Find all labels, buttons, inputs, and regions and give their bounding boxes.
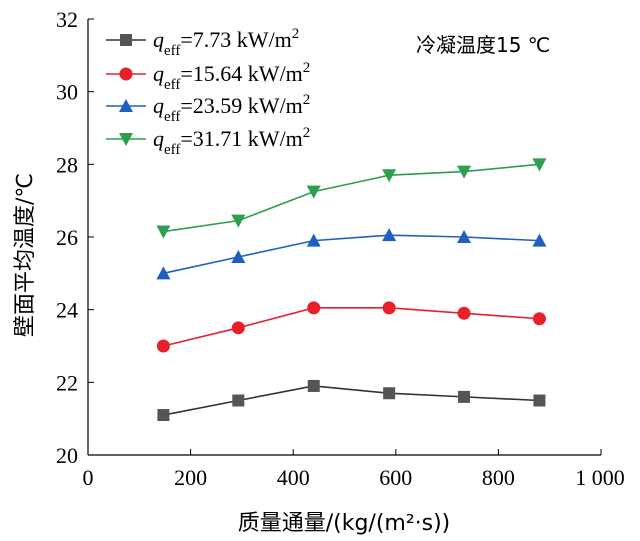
axes: 20 22 24 26 28 30 32 0 200 400 600 800 1 000 (56, 7, 625, 490)
data-point (458, 390, 471, 403)
legend-label: qeff=23.59 kW/m2 (153, 92, 310, 125)
data-point (231, 249, 246, 263)
y-tick-label: 28 (56, 152, 78, 177)
series-2 (156, 301, 546, 353)
series-line (163, 163, 540, 233)
y-tick-label: 26 (56, 225, 78, 250)
data-point (382, 228, 397, 242)
legend-label: qeff=7.73 kW/m2 (153, 26, 299, 59)
data-point (532, 312, 546, 326)
data-point (383, 387, 396, 400)
data-point (231, 321, 245, 335)
data-point (532, 158, 547, 172)
series-layer (156, 158, 547, 422)
data-point (382, 169, 397, 183)
data-point (307, 379, 320, 392)
series-line (163, 385, 540, 416)
data-point (232, 394, 245, 407)
data-point (231, 214, 246, 228)
data-point (457, 306, 471, 320)
legend-marker (119, 67, 133, 81)
data-point (156, 266, 171, 280)
data-point (457, 230, 472, 243)
legend-label: qeff=31.71 kW/m2 (153, 125, 310, 158)
data-point (306, 233, 321, 247)
x-tick-label: 0 (83, 465, 94, 490)
y-tick-label: 20 (56, 443, 78, 468)
x-tick-label: 800 (482, 465, 515, 490)
data-point (156, 339, 170, 353)
legend-item-3: qeff=23.59 kW/m2 (106, 92, 310, 125)
legend-item-1: qeff=7.73 kW/m2 (106, 26, 299, 59)
data-point (306, 185, 321, 199)
x-tick-label: 1 000 (575, 465, 625, 490)
series-line (163, 307, 540, 347)
legend-marker (120, 34, 132, 46)
series-line (163, 234, 540, 275)
series-4 (156, 158, 547, 239)
data-point (156, 225, 171, 239)
data-point (533, 394, 546, 407)
data-point (307, 301, 321, 315)
x-tick-label: 200 (174, 465, 207, 490)
y-tick-label: 24 (56, 298, 78, 323)
legend-item-4: qeff=31.71 kW/m2 (106, 125, 310, 158)
series-3 (156, 228, 547, 280)
legend-marker (119, 99, 133, 112)
legend-item-2: qeff=15.64 kW/m2 (106, 60, 310, 93)
data-point (457, 165, 472, 179)
data-point (532, 233, 547, 247)
x-tick-label: 600 (379, 465, 412, 490)
chart-annotation: 冷凝温度15 ℃ (416, 33, 550, 57)
data-point (157, 409, 170, 422)
legend-label: qeff=15.64 kW/m2 (153, 60, 310, 93)
data-point (382, 301, 396, 315)
y-tick-label: 30 (56, 80, 78, 105)
y-axis-title: 壁面平均温度/℃ (13, 173, 38, 337)
y-tick-label: 32 (56, 7, 78, 32)
y-tick-label: 22 (56, 370, 78, 395)
series-1 (157, 379, 546, 422)
legend-marker (119, 133, 133, 146)
x-tick-label: 400 (277, 465, 310, 490)
x-axis-title: 质量通量/(kg/(m²·s)) (238, 511, 451, 536)
